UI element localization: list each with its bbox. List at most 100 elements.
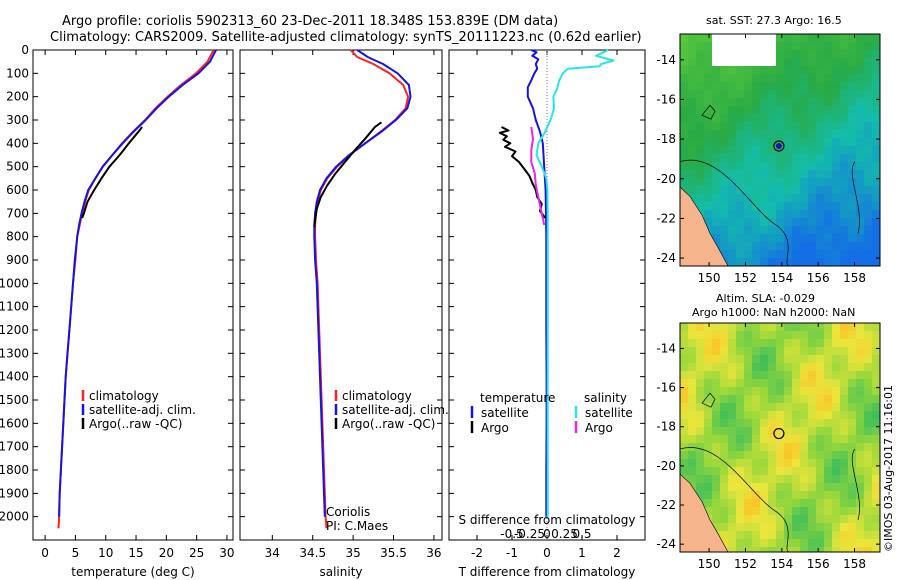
sla-map-cell — [792, 451, 801, 460]
sla-map-cell — [840, 347, 849, 356]
sst-map-cell — [848, 154, 857, 163]
sla-map-cell — [776, 403, 785, 412]
sla-map-cell — [848, 467, 857, 476]
temperature-profile-xtick-label: 30 — [219, 546, 234, 560]
sla-map-cell — [704, 475, 713, 484]
sst-map-cell — [800, 218, 809, 227]
sla-map-cell — [872, 539, 880, 548]
temperature-profile-xtick-label: 25 — [189, 546, 204, 560]
sst-map-cell — [872, 178, 880, 187]
sst-map-cell — [720, 74, 729, 83]
sst-map-cell — [744, 98, 753, 107]
sla-map-cell — [824, 339, 833, 348]
sla-map-cell — [744, 379, 753, 388]
sla-map-cell — [744, 443, 753, 452]
sla-map-cell — [816, 539, 825, 548]
sst-map-cell — [848, 114, 857, 123]
temperature-profile-xtick-label: 15 — [128, 546, 143, 560]
sla-map-cell — [800, 419, 809, 428]
sla-map-cell — [832, 499, 841, 508]
sst-map-cell — [752, 194, 761, 203]
sst-map-cell — [872, 98, 880, 107]
sla-map-cell — [824, 483, 833, 492]
sla-map-cell — [712, 435, 721, 444]
sla-map-cell — [752, 443, 761, 452]
depth-tick-label: 1500 — [0, 393, 29, 407]
sla-map-cell — [792, 355, 801, 364]
sla-map-cell — [824, 507, 833, 516]
sla-map-cell — [728, 387, 737, 396]
sla-map-cell — [704, 387, 713, 396]
sst-map-ytick-label: -14 — [656, 53, 676, 67]
sla-map-cell — [760, 547, 769, 552]
sst-map-cell — [840, 218, 849, 227]
sst-map-cell — [800, 50, 809, 59]
sst-map-cell — [720, 90, 729, 99]
sla-map-cell — [784, 459, 793, 468]
sla-map-cell — [696, 379, 705, 388]
sla-map-cell — [824, 347, 833, 356]
sla-map-cell — [736, 451, 745, 460]
sla-map-cell — [832, 363, 841, 372]
sst-map-cell — [856, 162, 865, 171]
sla-map-cell — [864, 451, 873, 460]
sst-map-cell — [728, 250, 737, 259]
sla-map-ytick-label: -14 — [656, 341, 676, 355]
sla-map-cell — [808, 355, 817, 364]
sla-map-cell — [688, 339, 697, 348]
sla-map-cell — [760, 491, 769, 500]
sla-map-cell — [808, 443, 817, 452]
sla-map-cell — [768, 331, 777, 340]
sla-map-cell — [744, 491, 753, 500]
sla-map-cell — [800, 539, 809, 548]
sst-map-cell — [792, 106, 801, 115]
sla-map-cell — [864, 523, 873, 532]
sla-map-cell — [784, 507, 793, 516]
sst-map-cell — [832, 82, 841, 91]
sla-map-cell — [832, 547, 841, 552]
sla-map-cell — [680, 347, 689, 356]
sst-map-cell — [720, 226, 729, 235]
sst-map-cell — [776, 98, 785, 107]
sla-map-cell — [800, 339, 809, 348]
sla-map-reef — [701, 392, 716, 408]
sst-map-cell — [720, 130, 729, 139]
sla-map-cell — [872, 323, 880, 332]
sla-map-cell — [720, 467, 729, 476]
sla-map-cell — [816, 507, 825, 516]
sst-map-xtick-label: 156 — [807, 271, 830, 285]
temperature-profile-xtick-label: 5 — [72, 546, 80, 560]
sst-map-cell — [704, 58, 713, 67]
sla-map-cell — [728, 403, 737, 412]
sst-map-cell — [808, 106, 817, 115]
sla-map-cell — [856, 371, 865, 380]
sla-map-cell — [760, 523, 769, 532]
sst-map-cell — [864, 146, 873, 155]
sst-map-cell — [784, 98, 793, 107]
sla-map-cell — [776, 451, 785, 460]
sst-map-cell — [864, 154, 873, 163]
sla-map-cell — [808, 475, 817, 484]
sst-map-cell — [824, 154, 833, 163]
sla-map-cell — [816, 491, 825, 500]
sst-map-cell — [808, 74, 817, 83]
sla-map-land — [680, 473, 729, 552]
sst-map-cell — [768, 186, 777, 195]
sla-map-cell — [736, 347, 745, 356]
sla-map-cell — [824, 371, 833, 380]
sst-map-cell — [736, 226, 745, 235]
sst-map-cell — [792, 226, 801, 235]
sst-map-cell — [776, 66, 785, 75]
sst-map-cell — [832, 218, 841, 227]
sla-map-cell — [800, 323, 809, 332]
sst-map-cell — [816, 42, 825, 51]
sst-map-cell — [832, 210, 841, 219]
sla-map-cell — [696, 467, 705, 476]
sla-map-cell — [720, 411, 729, 420]
sst-map-cell — [816, 178, 825, 187]
sla-map-cell — [752, 411, 761, 420]
sla-map-cell — [696, 443, 705, 452]
sla-map-cell — [760, 419, 769, 428]
sla-map-cell — [832, 419, 841, 428]
sla-map-cell — [864, 379, 873, 388]
